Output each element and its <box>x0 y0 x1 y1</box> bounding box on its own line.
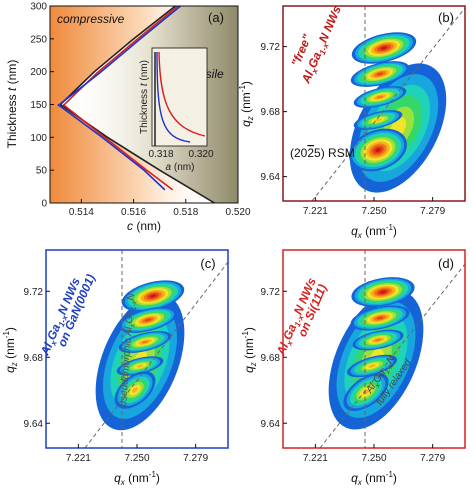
panel-d-xlabel: qx (nm-1) <box>351 470 397 487</box>
panel-b-xlabel: qx (nm-1) <box>351 223 397 240</box>
panel-b-ylabel: qz (nm-1) <box>238 81 255 127</box>
panel-d-label: (d) <box>438 256 454 271</box>
inset-ylabel: Thickness t (nm) <box>139 60 150 134</box>
panel-a-xtick-2: 0.518 <box>173 207 198 218</box>
panel-a-xtick-0: 0.514 <box>69 207 94 218</box>
panel-c-xtick-2: 7.279 <box>183 453 208 464</box>
panel-a-xtick-3: 0.520 <box>225 207 250 218</box>
panel-c-xtick-1: 7.250 <box>124 453 149 464</box>
panel-d-peak-0-contour-9 <box>379 290 387 294</box>
panel-a-xlabel: c (nm) <box>127 219 161 233</box>
panel-a-label: (a) <box>208 10 224 25</box>
inset-xtick-0318: 0.318 <box>148 149 173 160</box>
panel-c-xtick-0: 7.221 <box>66 453 91 464</box>
panel-c-peak-3-contour-6 <box>136 364 144 368</box>
panel-b-ytick-0: 9.64 <box>261 172 281 183</box>
panel-a-series-line-5 <box>57 103 166 191</box>
panel-c-peak-2-contour-7 <box>141 340 149 344</box>
panel-a-ytick-0: 0 <box>41 199 47 210</box>
panel-b-xtick-2: 7.279 <box>420 206 445 217</box>
panel-b-peak-1-contour-8 <box>376 72 384 76</box>
compressive-region <box>50 6 215 203</box>
panel-a-ylabel: Thickness t (nm) <box>5 60 19 149</box>
panel-a-ytick-6: 300 <box>30 2 47 13</box>
panel-c-peak-0-contour-9 <box>149 294 157 298</box>
panel-d-xtick-2: 7.279 <box>420 453 445 464</box>
panel-b-ytick-2: 9.72 <box>261 42 281 53</box>
inset-plot-area <box>151 47 208 147</box>
panel-a-series-line-2 <box>62 6 179 107</box>
panel-d-peak-3-contour-6 <box>368 364 376 368</box>
panel-a-series-line-3 <box>62 103 174 191</box>
compressive-label: compressive <box>57 12 125 26</box>
panel-a-inset: Thickness t (nm) 0.318 0.320 a (nm) <box>139 47 214 173</box>
panel-c-peak-4-contour-6 <box>132 387 138 393</box>
panel-a-xtick-1: 0.516 <box>121 207 146 218</box>
panel-b-rsm-label: (2025) RSM <box>290 146 355 160</box>
inset-xlabel: a (nm) <box>166 162 195 173</box>
panel-c-peak-1-contour-8 <box>144 318 152 322</box>
panel-b-peak-4-contour-9 <box>375 147 381 153</box>
panel-c-ytick-2: 9.72 <box>24 287 44 298</box>
panel-a-series-line-4 <box>57 6 182 107</box>
panel-c-ytick-0: 9.64 <box>24 419 44 430</box>
panel-c-label: (c) <box>200 256 215 271</box>
panel-d-ytick-0: 9.64 <box>261 419 281 430</box>
panel-a-ytick-2: 100 <box>30 133 47 144</box>
panel-b-label: (b) <box>438 10 454 25</box>
panel-a-series-line-0 <box>59 6 176 106</box>
panel-d-peak-2-contour-7 <box>374 338 382 342</box>
panel-a-ytick-4: 200 <box>30 67 47 78</box>
panel-c-ylabel: qz (nm-1) <box>2 327 19 373</box>
panel-d-xtick-1: 7.250 <box>361 453 386 464</box>
inset-blue-curve <box>156 51 191 143</box>
panel-d-peak-4-contour-6 <box>362 389 370 395</box>
panel-b-xtick-0: 7.221 <box>303 206 328 217</box>
panel-a-ytick-5: 250 <box>30 34 47 45</box>
panel-c-ytick-1: 9.68 <box>24 353 44 364</box>
panel-b-ytick-1: 9.68 <box>261 107 281 118</box>
panel-a-ytick-1: 50 <box>36 166 48 177</box>
panel-c-xlabel: qx (nm-1) <box>114 470 160 487</box>
panel-b-peak-3-contour-6 <box>374 118 382 122</box>
panel-a-ytick-3: 150 <box>30 100 47 111</box>
panel-d-xtick-0: 7.221 <box>303 453 328 464</box>
panel-b-xtick-1: 7.250 <box>361 206 386 217</box>
panel-d-ytick-1: 9.68 <box>261 353 281 364</box>
inset-xtick-0320: 0.320 <box>188 149 213 160</box>
panel-d-ytick-2: 9.72 <box>261 287 281 298</box>
panel-b-diagonal-dashed-line <box>311 7 466 202</box>
panel-b-peak-0-contour-9 <box>380 46 388 50</box>
panel-a-strain-chart: 0.514 0.516 0.518 0.520 0 50 100 150 200 250 300 (… <box>5 2 251 234</box>
panel-d-peak-1-contour-8 <box>376 316 384 320</box>
panel-d-ylabel: qz (nm-1) <box>241 327 258 373</box>
inset-red-curve <box>158 51 206 137</box>
panel-b-peak-2-contour-7 <box>376 95 384 99</box>
